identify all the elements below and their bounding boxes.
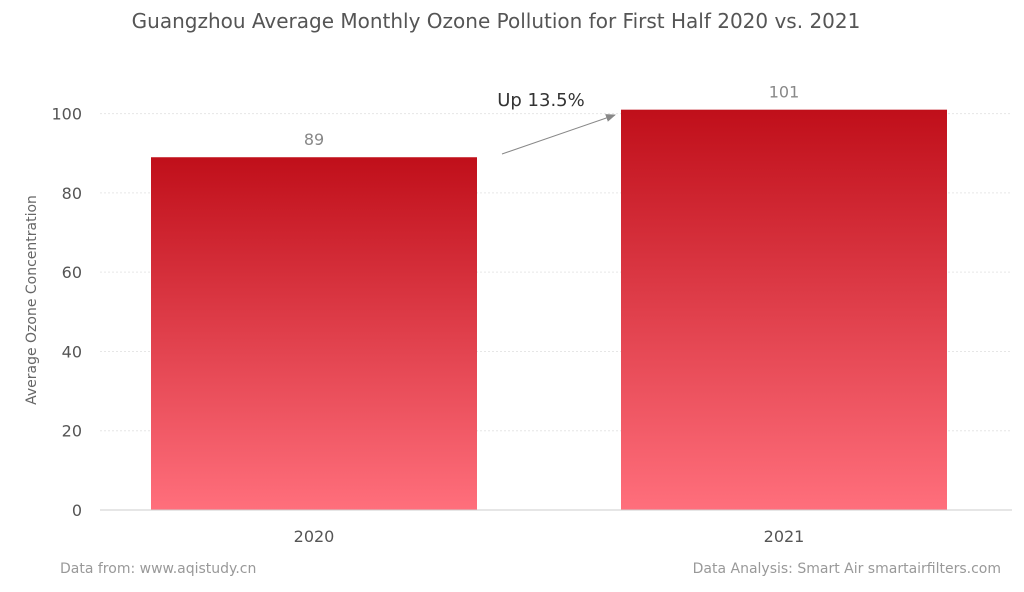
y-tick-label: 40: [62, 342, 82, 361]
chart-title: Guangzhou Average Monthly Ozone Pollutio…: [132, 9, 861, 33]
y-tick-label: 60: [62, 263, 82, 282]
data-labels: 89 101: [304, 83, 799, 150]
change-annotation: Up 13.5%: [497, 90, 585, 111]
y-axis-ticks: 0 20 40 60 80 100: [51, 105, 82, 520]
x-tick-label: 2020: [294, 527, 335, 546]
bar-2021: [621, 109, 947, 510]
y-tick-label: 0: [72, 501, 82, 520]
x-tick-label: 2021: [764, 527, 805, 546]
credit-note: Data Analysis: Smart Air smartairfilters…: [693, 561, 1001, 577]
x-axis-ticks: 2020 2021: [294, 527, 805, 546]
data-label: 89: [304, 130, 324, 149]
data-label: 101: [769, 83, 800, 102]
y-axis-label: Average Ozone Concentration: [24, 195, 40, 405]
y-tick-label: 100: [51, 105, 82, 124]
source-note: Data from: www.aqistudy.cn: [60, 561, 256, 577]
bars: [151, 109, 947, 510]
change-arrow: [501, 114, 616, 155]
y-tick-label: 80: [62, 184, 82, 203]
bar-2020: [151, 157, 477, 510]
y-tick-label: 20: [62, 422, 82, 441]
